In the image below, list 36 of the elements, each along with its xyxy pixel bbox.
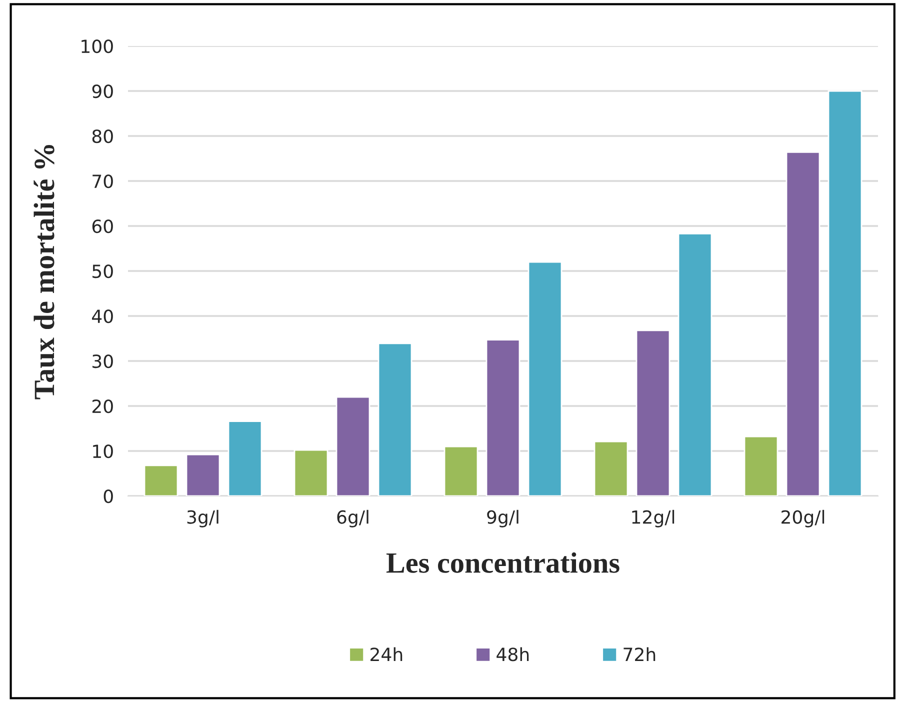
y-tick-label: 70 [92, 174, 113, 188]
bar [678, 232, 712, 496]
x-tick-label: 20g/l [782, 510, 824, 528]
x-tick-label: 9g/l [487, 510, 518, 528]
y-tick-label: 40 [92, 309, 113, 324]
bar [828, 90, 862, 496]
legend-label: 48h [496, 647, 529, 662]
y-tick-label: 50 [92, 264, 113, 278]
x-tick-label: 3g/l [187, 510, 218, 528]
bar [294, 449, 328, 496]
x-tick-label: 6g/l [337, 510, 368, 528]
bar [528, 261, 562, 496]
bar [444, 446, 478, 496]
x-tick-label: 12g/l [632, 510, 674, 528]
bar [144, 464, 178, 496]
bar [486, 339, 520, 496]
bar [636, 330, 670, 496]
y-tick-label: 90 [92, 84, 113, 98]
y-axis-title: Taux de mortalité % [34, 145, 54, 400]
bar [228, 420, 262, 496]
y-tick-label: 80 [92, 129, 113, 144]
legend-label: 72h [624, 647, 656, 661]
bar [378, 342, 412, 496]
bar [786, 152, 820, 496]
x-axis-title: Les concentrations [386, 552, 620, 573]
bar [336, 396, 370, 496]
y-tick-label: 100 [82, 39, 113, 54]
bar [744, 436, 778, 496]
bar [186, 454, 220, 496]
y-tick-label: 60 [92, 219, 113, 234]
y-tick-label: 0 [104, 489, 113, 504]
y-tick-label: 10 [93, 444, 113, 458]
legend-label: 24h [370, 647, 402, 661]
bar [594, 440, 628, 496]
y-tick-label: 20 [92, 399, 113, 414]
y-tick-label: 30 [92, 354, 113, 368]
